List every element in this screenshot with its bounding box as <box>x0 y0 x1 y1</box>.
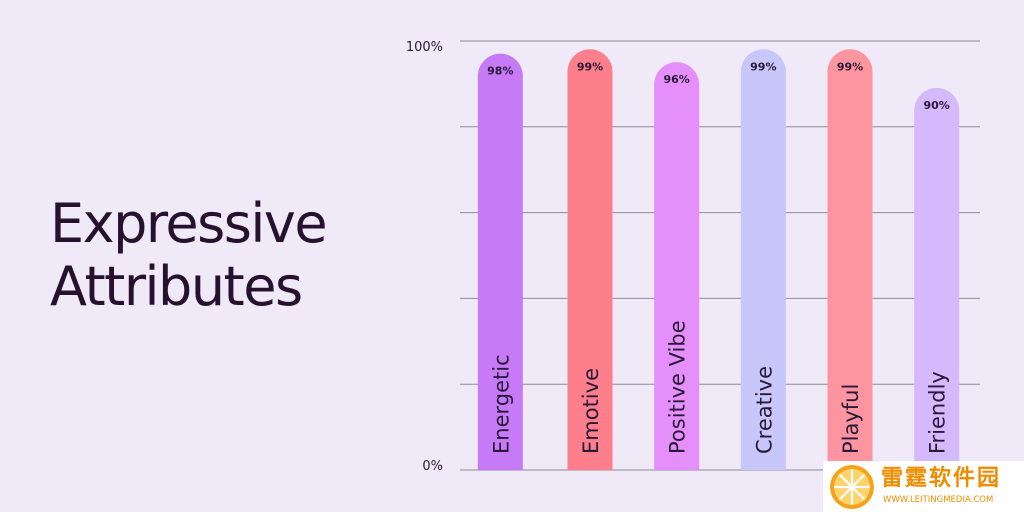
bar-category-label: Energetic <box>489 354 513 454</box>
bar <box>567 49 613 470</box>
watermark: 雷霆软件园 WWW.LEITINGMEDIA.COM <box>823 461 1024 512</box>
bar-category-label: Playful <box>839 384 863 454</box>
bar-category-label: Positive Vibe <box>666 320 690 454</box>
bar-value-label: 99% <box>577 60 603 73</box>
chart-title: Expressive Attributes <box>50 192 328 318</box>
orange-slice-logo-icon <box>830 465 874 509</box>
bar-category-label: Friendly <box>926 371 950 454</box>
chart-title-line-2: Attributes <box>50 255 303 318</box>
bar <box>827 49 873 470</box>
bar-value-label: 99% <box>750 60 776 73</box>
chart-title-line-1: Expressive <box>50 192 328 255</box>
y-tick-label: 0% <box>422 459 443 474</box>
watermark-name: 雷霆软件园 <box>881 466 1002 491</box>
bar-value-label: 96% <box>663 73 689 86</box>
bar-category-label: Emotive <box>579 368 603 454</box>
y-axis-ticks: 100% 0% <box>406 40 443 474</box>
bar-value-label: 98% <box>487 65 513 78</box>
y-tick-label: 100% <box>406 40 443 55</box>
bar-value-label: 90% <box>923 99 949 112</box>
bar <box>740 49 786 470</box>
watermark-url: WWW.LEITINGMEDIA.COM <box>883 495 994 505</box>
bars: 98% Energetic 99% Emotive 96% Positive Vibe 99… <box>477 49 960 471</box>
bar <box>654 62 700 471</box>
bar <box>477 53 523 470</box>
bar <box>914 87 960 471</box>
bar-category-label: Creative <box>752 366 776 454</box>
bar-value-label: 99% <box>837 60 863 73</box>
gridlines <box>460 40 980 471</box>
